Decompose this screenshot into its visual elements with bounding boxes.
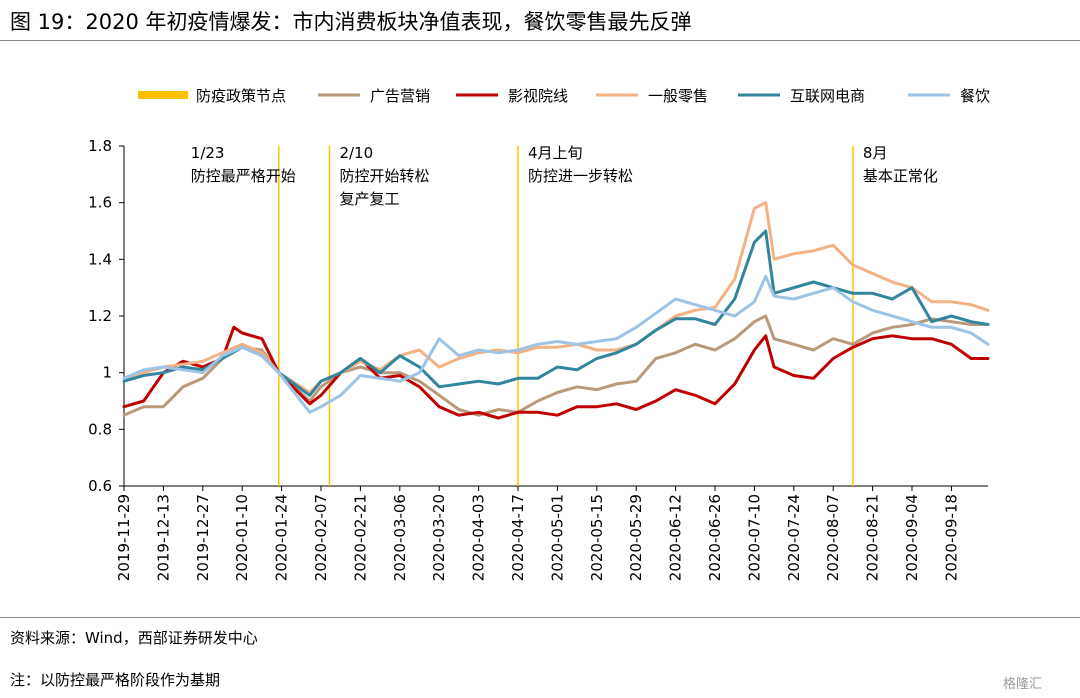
- series-line: [122, 325, 990, 420]
- y-tick-label: 1.4: [88, 250, 112, 268]
- x-tick-label: 2020-05-15: [588, 494, 606, 581]
- series-line: [122, 201, 990, 394]
- annotation-text: 4月上旬: [528, 144, 583, 162]
- x-tick-label: 2020-09-18: [942, 494, 960, 581]
- x-tick-label: 2020-07-10: [745, 494, 763, 581]
- y-tick-label: 1: [102, 364, 112, 382]
- footnote: 注：以防控最严格阶段作为基期: [10, 671, 221, 689]
- annotation-text: 防控最严格开始: [191, 167, 296, 185]
- annotation-text: 复产复工: [339, 190, 399, 208]
- x-tick-label: 2020-05-29: [627, 494, 645, 581]
- title-divider: [0, 40, 1080, 41]
- chart-series: [122, 201, 990, 420]
- annotation-text: 1/23: [191, 144, 225, 162]
- y-tick-label: 1.8: [88, 137, 112, 155]
- y-tick-label: 1.2: [88, 307, 112, 325]
- legend-label: 防疫政策节点: [196, 87, 286, 105]
- series-line: [122, 314, 990, 417]
- x-tick-label: 2019-11-29: [115, 494, 133, 581]
- y-tick-label: 0.6: [88, 477, 112, 495]
- x-tick-label: 2020-08-07: [824, 494, 842, 581]
- x-tick-label: 2020-02-21: [351, 494, 369, 581]
- x-tick-label: 2020-04-17: [509, 494, 527, 581]
- annotation-text: 防控开始转松: [339, 167, 429, 185]
- x-tick-label: 2020-04-03: [470, 494, 488, 581]
- annotation-text: 8月: [863, 144, 888, 162]
- x-tick-label: 2020-06-12: [667, 494, 685, 581]
- y-tick-label: 1.6: [88, 194, 112, 212]
- annotation-text: 2/10: [339, 144, 373, 162]
- x-tick-label: 2020-09-04: [903, 494, 921, 581]
- x-tick-label: 2019-12-27: [194, 494, 212, 581]
- legend-label: 一般零售: [648, 87, 708, 105]
- series-line: [122, 229, 990, 397]
- x-tick-label: 2020-01-24: [273, 494, 291, 581]
- x-tick-label: 2020-03-06: [391, 494, 409, 581]
- source-note: 资料来源：Wind，西部证券研发中心: [10, 629, 258, 647]
- figure-title: 图 19：2020 年初疫情爆发：市内消费板块净值表现，餐饮零售最先反弹: [10, 10, 692, 34]
- watermark-text: 格隆汇: [1003, 677, 1043, 692]
- chart-axes: 0.6 0.8 1 1.2 1.4 1.6 1.8 2019-11-29 2019-12-13 2…: [88, 137, 988, 581]
- legend-label: 影视院线: [508, 87, 568, 105]
- x-tick-label: 2020-06-26: [706, 494, 724, 581]
- policy-lines: [278, 146, 854, 486]
- legend-label: 餐饮: [960, 87, 990, 105]
- chart-legend: 防疫政策节点 广告营销 影视院线 一般零售 互联网电商 餐饮: [138, 87, 990, 105]
- annotation-text: 防控进一步转松: [528, 167, 633, 185]
- x-tick-label: 2020-02-07: [312, 494, 330, 581]
- annotation-text: 基本正常化: [863, 167, 938, 185]
- y-tick-label: 0.8: [88, 420, 112, 438]
- x-tick-label: 2020-01-10: [233, 494, 251, 581]
- x-tick-label: 2020-07-24: [785, 494, 803, 581]
- legend-swatch: [138, 91, 188, 99]
- series-line: [122, 274, 990, 414]
- legend-label: 互联网电商: [790, 87, 865, 105]
- x-tick-label: 2019-12-13: [154, 494, 172, 581]
- line-chart: 防疫政策节点 广告营销 影视院线 一般零售 互联网电商 餐饮 0.6 0.8 1 1.2 1.4 1…: [88, 87, 990, 581]
- x-tick-label: 2020-03-20: [430, 494, 448, 581]
- footer-divider: [0, 617, 1080, 618]
- legend-label: 广告营销: [370, 87, 430, 105]
- x-tick-label: 2020-08-21: [864, 494, 882, 581]
- x-tick-label: 2020-05-01: [548, 494, 566, 581]
